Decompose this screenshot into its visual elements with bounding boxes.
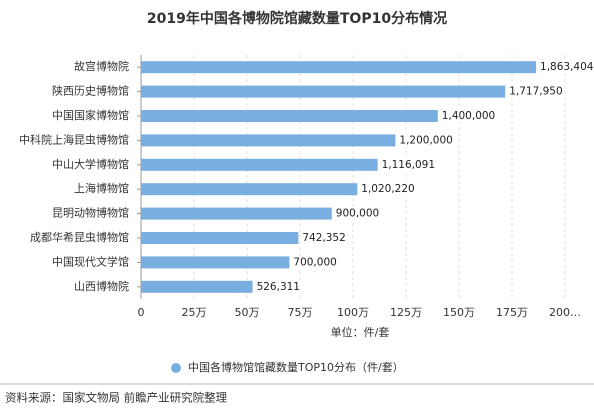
bar bbox=[141, 85, 506, 98]
bar bbox=[141, 110, 438, 122]
value-label-bg bbox=[359, 182, 417, 197]
bar bbox=[141, 61, 537, 74]
value-label: 742,352 bbox=[302, 232, 345, 244]
value-label-bg bbox=[507, 84, 565, 99]
value-label-bg bbox=[379, 157, 438, 172]
x-tick-label: 175万 bbox=[496, 306, 528, 319]
x-tick-label: 0 bbox=[138, 306, 145, 319]
x-tick-label: 75万 bbox=[288, 306, 313, 319]
value-label: 526,311 bbox=[257, 281, 300, 293]
value-label-bg bbox=[538, 60, 594, 75]
x-tick-label: 100万 bbox=[337, 306, 369, 319]
value-label: 700,000 bbox=[293, 256, 336, 268]
value-label-bg bbox=[397, 133, 455, 148]
bar bbox=[141, 256, 290, 269]
legend-label: 中国各博物馆馆藏数量TOP10分布（件/套） bbox=[188, 360, 404, 374]
y-tick-label: 故宫博物院 bbox=[74, 59, 129, 73]
x-tick-label: 200… bbox=[549, 306, 581, 319]
y-tick-label: 昆明动物博物馆 bbox=[52, 206, 129, 220]
bar bbox=[141, 232, 299, 244]
x-tick-label: 125万 bbox=[390, 306, 422, 319]
y-tick-label: 山西博物院 bbox=[74, 279, 129, 293]
value-label: 900,000 bbox=[336, 208, 379, 220]
value-label: 1,020,220 bbox=[361, 183, 414, 195]
y-tick-label: 中山大学博物馆 bbox=[52, 157, 129, 171]
y-tick-label: 上海博物馆 bbox=[74, 181, 129, 195]
bar bbox=[141, 158, 378, 171]
bar bbox=[141, 207, 332, 220]
x-tick-label: 25万 bbox=[182, 306, 207, 319]
value-label: 1,863,404 bbox=[540, 61, 594, 73]
y-tick-label: 中科院上海昆虫博物馆 bbox=[19, 132, 129, 146]
bar bbox=[141, 280, 253, 293]
x-tick-label: 150万 bbox=[443, 306, 475, 319]
value-label: 1,717,950 bbox=[509, 86, 562, 98]
y-tick-label: 成都华希昆虫博物馆 bbox=[30, 230, 129, 244]
bar bbox=[141, 183, 358, 196]
x-tick-label: 50万 bbox=[235, 306, 260, 319]
value-label: 1,116,091 bbox=[382, 159, 435, 171]
x-axis-title: 单位：件/套 bbox=[331, 325, 390, 339]
source: 资料来源：国家文物局 前瞻产业研究院整理 bbox=[5, 391, 228, 405]
y-tick-label: 陕西历史博物馆 bbox=[52, 84, 129, 98]
legend-swatch bbox=[171, 363, 181, 373]
value-label-bg bbox=[254, 279, 302, 294]
value-label: 1,400,000 bbox=[442, 110, 495, 122]
value-label-bg bbox=[300, 231, 348, 245]
value-label-bg bbox=[291, 255, 339, 270]
value-label-bg bbox=[333, 206, 382, 221]
y-tick-label: 中国现代文学馆 bbox=[52, 254, 129, 268]
chart-title: 2019年中国各博物院馆藏数量TOP10分布情况 bbox=[147, 10, 447, 27]
y-tick-label: 中国国家博物馆 bbox=[52, 108, 129, 122]
value-label-bg bbox=[439, 109, 498, 123]
bar bbox=[141, 134, 396, 147]
value-label: 1,200,000 bbox=[399, 134, 452, 146]
